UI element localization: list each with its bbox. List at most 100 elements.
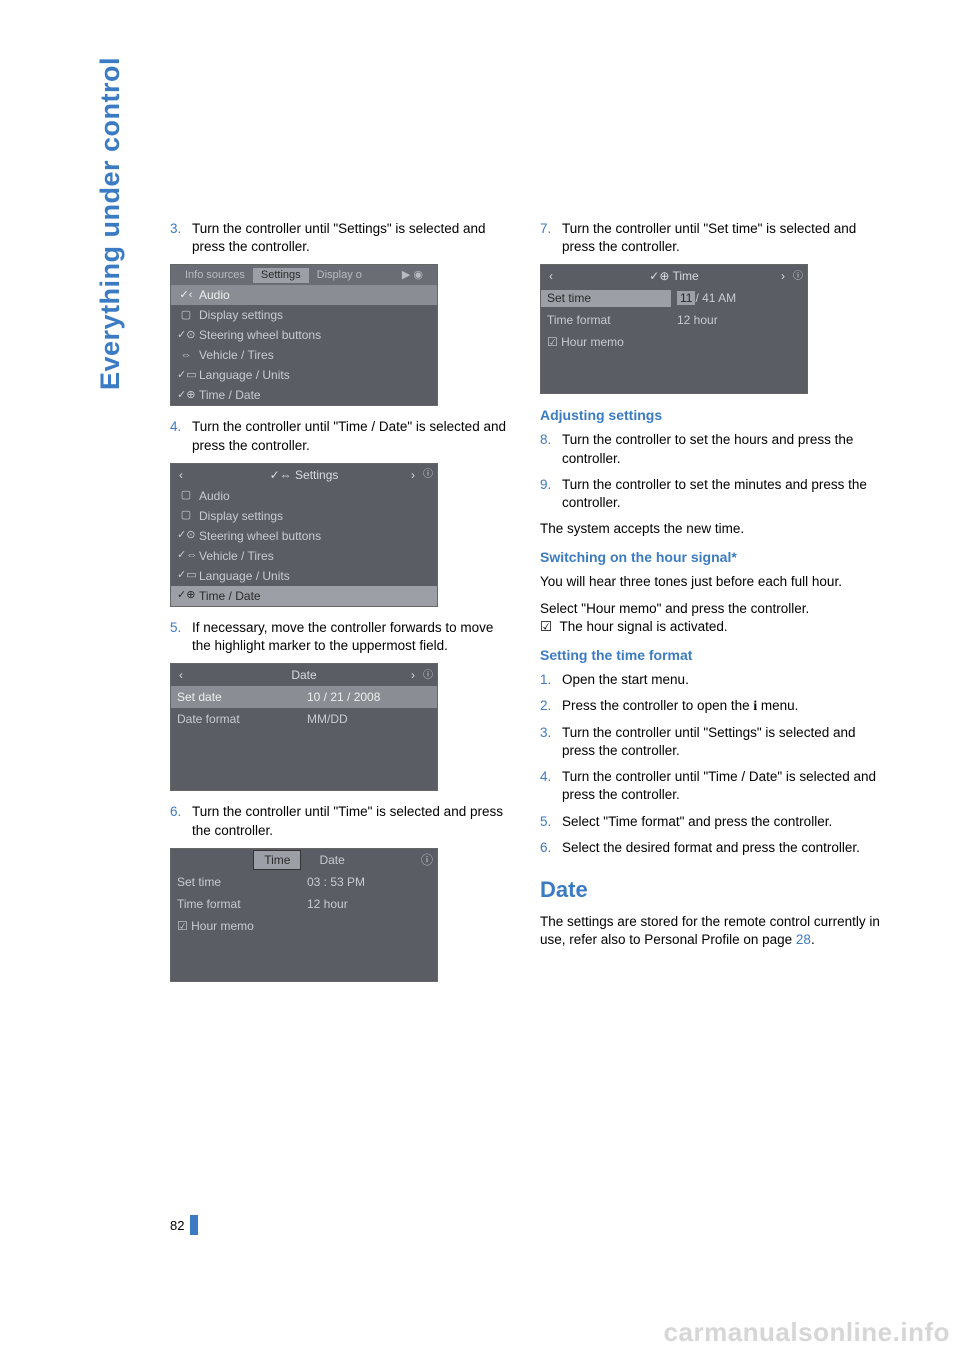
chevron-left-icon: ‹ — [179, 467, 183, 483]
step-9: 9. Turn the controller to set the minute… — [540, 476, 880, 512]
watermark: carmanualsonline.info — [664, 1317, 950, 1348]
menu-vehicle: Vehicle / Tires — [199, 347, 274, 363]
menu-display-settings: Display settings — [199, 307, 283, 323]
menu-audio: Audio — [199, 488, 230, 504]
vehicle-icon: ⇔ — [177, 348, 195, 363]
chevron-left-icon: ‹ — [549, 268, 553, 284]
left-column: 3. Turn the controller until "Settings" … — [170, 220, 510, 994]
step-number: 8. — [540, 431, 562, 467]
step-number: 2. — [540, 697, 562, 715]
wheel-icon: ✓⊙ — [177, 328, 195, 343]
page-content: 3. Turn the controller until "Settings" … — [170, 220, 880, 994]
step-text: Press the controller to open the i menu. — [562, 697, 880, 715]
value-date-format: MM/DD — [301, 711, 437, 727]
step-text: Turn the controller until "Set time" is … — [562, 220, 880, 256]
step-text: Turn the controller to set the minutes a… — [562, 476, 880, 512]
step-text: Select the desired format and press the … — [562, 839, 880, 857]
step-7: 7. Turn the controller until "Set time" … — [540, 220, 880, 256]
info-icon: ⓘ — [793, 270, 803, 284]
time-icon: ✓⊕ — [177, 588, 195, 603]
hour-signal-instr: Select "Hour memo" and press the control… — [540, 600, 880, 637]
lang-icon: ✓▭ — [177, 568, 195, 583]
step-number: 3. — [540, 724, 562, 760]
play-icon: ▶ ◉ — [394, 268, 431, 283]
menu-time-date: Time / Date — [199, 588, 261, 604]
hour-signal-desc: You will hear three tones just before ea… — [540, 573, 880, 591]
header-settings: Settings — [295, 468, 338, 482]
note-accepts-time: The system accepts the new time. — [540, 520, 880, 538]
step-text: Turn the controller until "Time" is sele… — [192, 803, 510, 839]
step-number: 6. — [540, 839, 562, 857]
fmt-step-2: 2.Press the controller to open the i men… — [540, 697, 880, 715]
step-number: 4. — [540, 768, 562, 804]
subhead-hour-signal: Switching on the hour signal* — [540, 548, 880, 567]
subhead-adjusting: Adjusting settings — [540, 406, 880, 425]
step-3: 3. Turn the controller until "Settings" … — [170, 220, 510, 256]
step-6: 6. Turn the controller until "Time" is s… — [170, 803, 510, 839]
screenshot-date: ‹ Date › ⓘ Set date 10 / 21 / 2008 Date … — [170, 663, 438, 791]
page-marker-bar — [190, 1215, 198, 1235]
menu-audio: Audio — [199, 287, 230, 303]
tab-time: Time — [253, 850, 301, 870]
chevron-left-icon: ‹ — [179, 667, 183, 683]
step-text: Turn the controller until "Settings" is … — [192, 220, 510, 256]
check-icon: ✓‹ — [177, 288, 195, 303]
subhead-time-format: Setting the time format — [540, 646, 880, 665]
label-set-time: Set time — [541, 290, 671, 306]
tab-display: Display o — [309, 268, 370, 283]
value-set-date: 10 / 21 / 2008 — [301, 689, 437, 705]
lang-icon: ✓▭ — [177, 368, 195, 383]
step-number: 7. — [540, 220, 562, 256]
header-time: Time — [673, 269, 699, 283]
fmt-step-6: 6.Select the desired format and press th… — [540, 839, 880, 857]
step-5: 5. If necessary, move the controller for… — [170, 619, 510, 655]
chevron-right-icon: › — [411, 667, 415, 683]
page-number: 82 — [170, 1215, 198, 1235]
value-set-time: 11/ 41 AM — [671, 290, 807, 306]
menu-steering: Steering wheel buttons — [199, 528, 321, 544]
wheel-icon: ✓⊙ — [177, 528, 195, 543]
fmt-step-4: 4.Turn the controller until "Time / Date… — [540, 768, 880, 804]
step-text: Turn the controller until "Settings" is … — [562, 724, 880, 760]
fmt-step-1: 1.Open the start menu. — [540, 671, 880, 689]
chevron-right-icon: › — [411, 467, 415, 483]
screenshot-time-tabs: Time Date ⓘ Set time03 : 53 PM Time form… — [170, 848, 438, 982]
screenshot-settings-tabs: Info sources Settings Display o ▶ ◉ ✓‹Au… — [170, 264, 438, 406]
display-icon: ▢ — [177, 508, 195, 523]
info-icon: ⓘ — [421, 852, 433, 868]
vehicle-icon: ✓⇔ — [177, 548, 195, 563]
section-date: Date — [540, 875, 880, 905]
chevron-right-icon: › — [781, 268, 785, 284]
menu-steering: Steering wheel buttons — [199, 327, 321, 343]
label-time-format: Time format — [171, 896, 301, 912]
tab-date: Date — [309, 851, 354, 869]
tab-settings: Settings — [253, 268, 309, 283]
label-hour-memo: ☑ Hour memo — [541, 334, 671, 350]
label-hour-memo: ☑ Hour memo — [171, 918, 301, 934]
step-number: 9. — [540, 476, 562, 512]
page-link-28[interactable]: 28 — [796, 932, 811, 947]
fmt-step-5: 5.Select "Time format" and press the con… — [540, 813, 880, 831]
label-time-format: Time format — [541, 312, 671, 328]
right-column: 7. Turn the controller until "Set time" … — [540, 220, 880, 994]
section-title-vertical: Everything under control — [95, 57, 126, 390]
step-8: 8. Turn the controller to set the hours … — [540, 431, 880, 467]
step-number: 5. — [170, 619, 192, 655]
menu-display-settings: Display settings — [199, 508, 283, 524]
screenshot-settings-list: ‹ ✓⇔ Settings › ⓘ ▢Audio ▢Display settin… — [170, 463, 438, 607]
checkbox-icon: ☑ — [540, 618, 556, 636]
step-text: If necessary, move the controller forwar… — [192, 619, 510, 655]
step-number: 1. — [540, 671, 562, 689]
step-text: Select "Time format" and press the contr… — [562, 813, 880, 831]
value-time-format: 12 hour — [671, 312, 807, 328]
info-icon: ⓘ — [423, 468, 433, 482]
step-number: 4. — [170, 418, 192, 454]
menu-time-date: Time / Date — [199, 387, 261, 403]
label-set-date: Set date — [171, 689, 301, 705]
screenshot-set-time: ‹ ✓⊕ Time › ⓘ Set time 11/ 41 AM Time fo… — [540, 264, 808, 394]
step-number: 3. — [170, 220, 192, 256]
step-number: 6. — [170, 803, 192, 839]
step-number: 5. — [540, 813, 562, 831]
step-text: Turn the controller until "Time / Date" … — [562, 768, 880, 804]
time-icon: ✓⊕ — [177, 388, 195, 403]
